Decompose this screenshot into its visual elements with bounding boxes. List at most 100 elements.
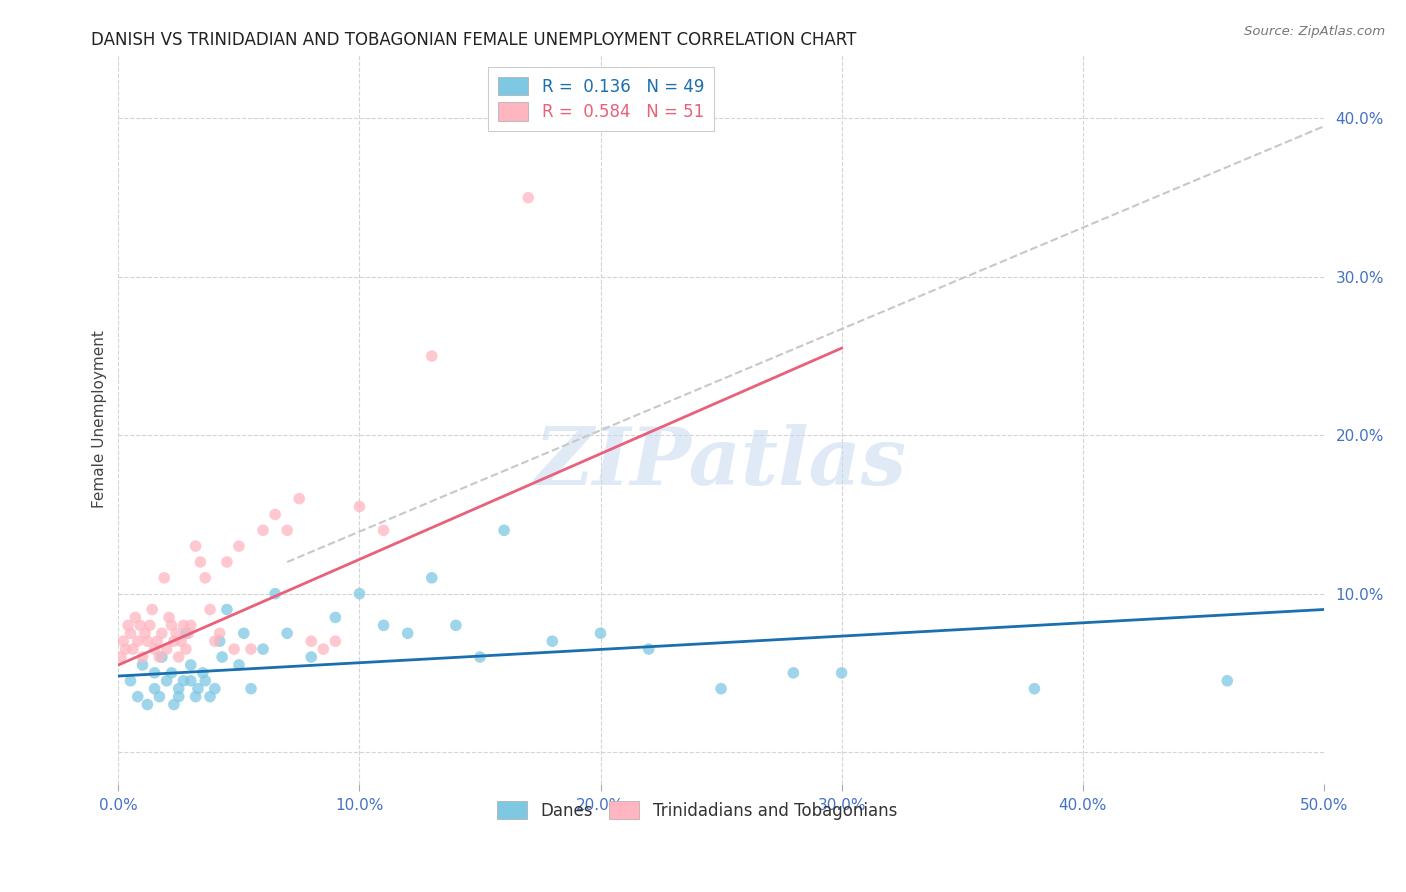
Point [299, 634, 322, 648]
Point [710, 681, 733, 696]
Point [240, 681, 263, 696]
Point [131, 657, 153, 672]
Point [782, 665, 804, 680]
Point [165, 626, 187, 640]
Point [240, 642, 263, 657]
Point [264, 587, 287, 601]
Point [117, 618, 139, 632]
Point [180, 657, 202, 672]
Point [194, 571, 217, 585]
Point [143, 681, 166, 696]
Point [1216, 673, 1239, 688]
Point [139, 618, 162, 632]
Point [173, 673, 195, 688]
Point [174, 642, 197, 657]
Point [444, 618, 467, 632]
Point [174, 626, 197, 640]
Point [325, 610, 347, 624]
Point [312, 642, 335, 657]
Point [163, 698, 186, 712]
Point [208, 634, 231, 648]
Point [228, 657, 250, 672]
Point [215, 602, 238, 616]
Point [120, 626, 142, 640]
Point [190, 555, 212, 569]
Text: DANISH VS TRINIDADIAN AND TOBAGONIAN FEMALE UNEMPLOYMENT CORRELATION CHART: DANISH VS TRINIDADIAN AND TOBAGONIAN FEM… [91, 31, 856, 49]
Text: ZIPatlas: ZIPatlas [536, 425, 907, 502]
Point [288, 491, 311, 506]
Point [831, 665, 853, 680]
Point [148, 650, 170, 665]
Point [252, 524, 274, 538]
Point [396, 626, 419, 640]
Point [114, 642, 136, 657]
Point [494, 524, 516, 538]
Point [127, 690, 149, 704]
Point [136, 698, 159, 712]
Point [468, 650, 491, 665]
Point [136, 634, 159, 648]
Point [112, 634, 135, 648]
Point [194, 673, 217, 688]
Point [349, 587, 371, 601]
Point [163, 634, 186, 648]
Point [156, 673, 179, 688]
Y-axis label: Female Unemployment: Female Unemployment [93, 331, 107, 508]
Point [153, 571, 176, 585]
Point [160, 665, 183, 680]
Point [141, 602, 163, 616]
Point [180, 673, 202, 688]
Point [420, 349, 443, 363]
Point [541, 634, 564, 648]
Point [177, 626, 200, 640]
Point [167, 681, 190, 696]
Point [517, 191, 540, 205]
Point [420, 571, 443, 585]
Point [173, 618, 195, 632]
Point [589, 626, 612, 640]
Point [276, 626, 298, 640]
Legend: Danes, Trinidadians and Tobagonians: Danes, Trinidadians and Tobagonians [491, 795, 904, 826]
Point [349, 500, 371, 514]
Point [134, 626, 156, 640]
Point [160, 618, 183, 632]
Point [180, 618, 202, 632]
Point [198, 690, 221, 704]
Point [131, 650, 153, 665]
Point [127, 634, 149, 648]
Point [232, 626, 254, 640]
Point [325, 634, 347, 648]
Point [150, 650, 173, 665]
Point [110, 650, 132, 665]
Point [208, 626, 231, 640]
Point [124, 610, 146, 624]
Point [191, 665, 214, 680]
Point [143, 665, 166, 680]
Point [637, 642, 659, 657]
Point [252, 642, 274, 657]
Point [157, 610, 180, 624]
Point [299, 650, 322, 665]
Point [373, 524, 395, 538]
Point [1024, 681, 1046, 696]
Point [167, 690, 190, 704]
Point [150, 626, 173, 640]
Point [276, 524, 298, 538]
Point [184, 690, 207, 704]
Text: Source: ZipAtlas.com: Source: ZipAtlas.com [1244, 25, 1385, 38]
Point [143, 642, 166, 657]
Point [170, 634, 193, 648]
Point [184, 539, 207, 553]
Point [198, 602, 221, 616]
Point [122, 642, 145, 657]
Point [204, 634, 226, 648]
Point [148, 690, 170, 704]
Point [146, 634, 169, 648]
Point [204, 681, 226, 696]
Point [167, 650, 190, 665]
Point [228, 539, 250, 553]
Point [215, 555, 238, 569]
Point [120, 673, 142, 688]
Point [211, 650, 233, 665]
Point [187, 681, 209, 696]
